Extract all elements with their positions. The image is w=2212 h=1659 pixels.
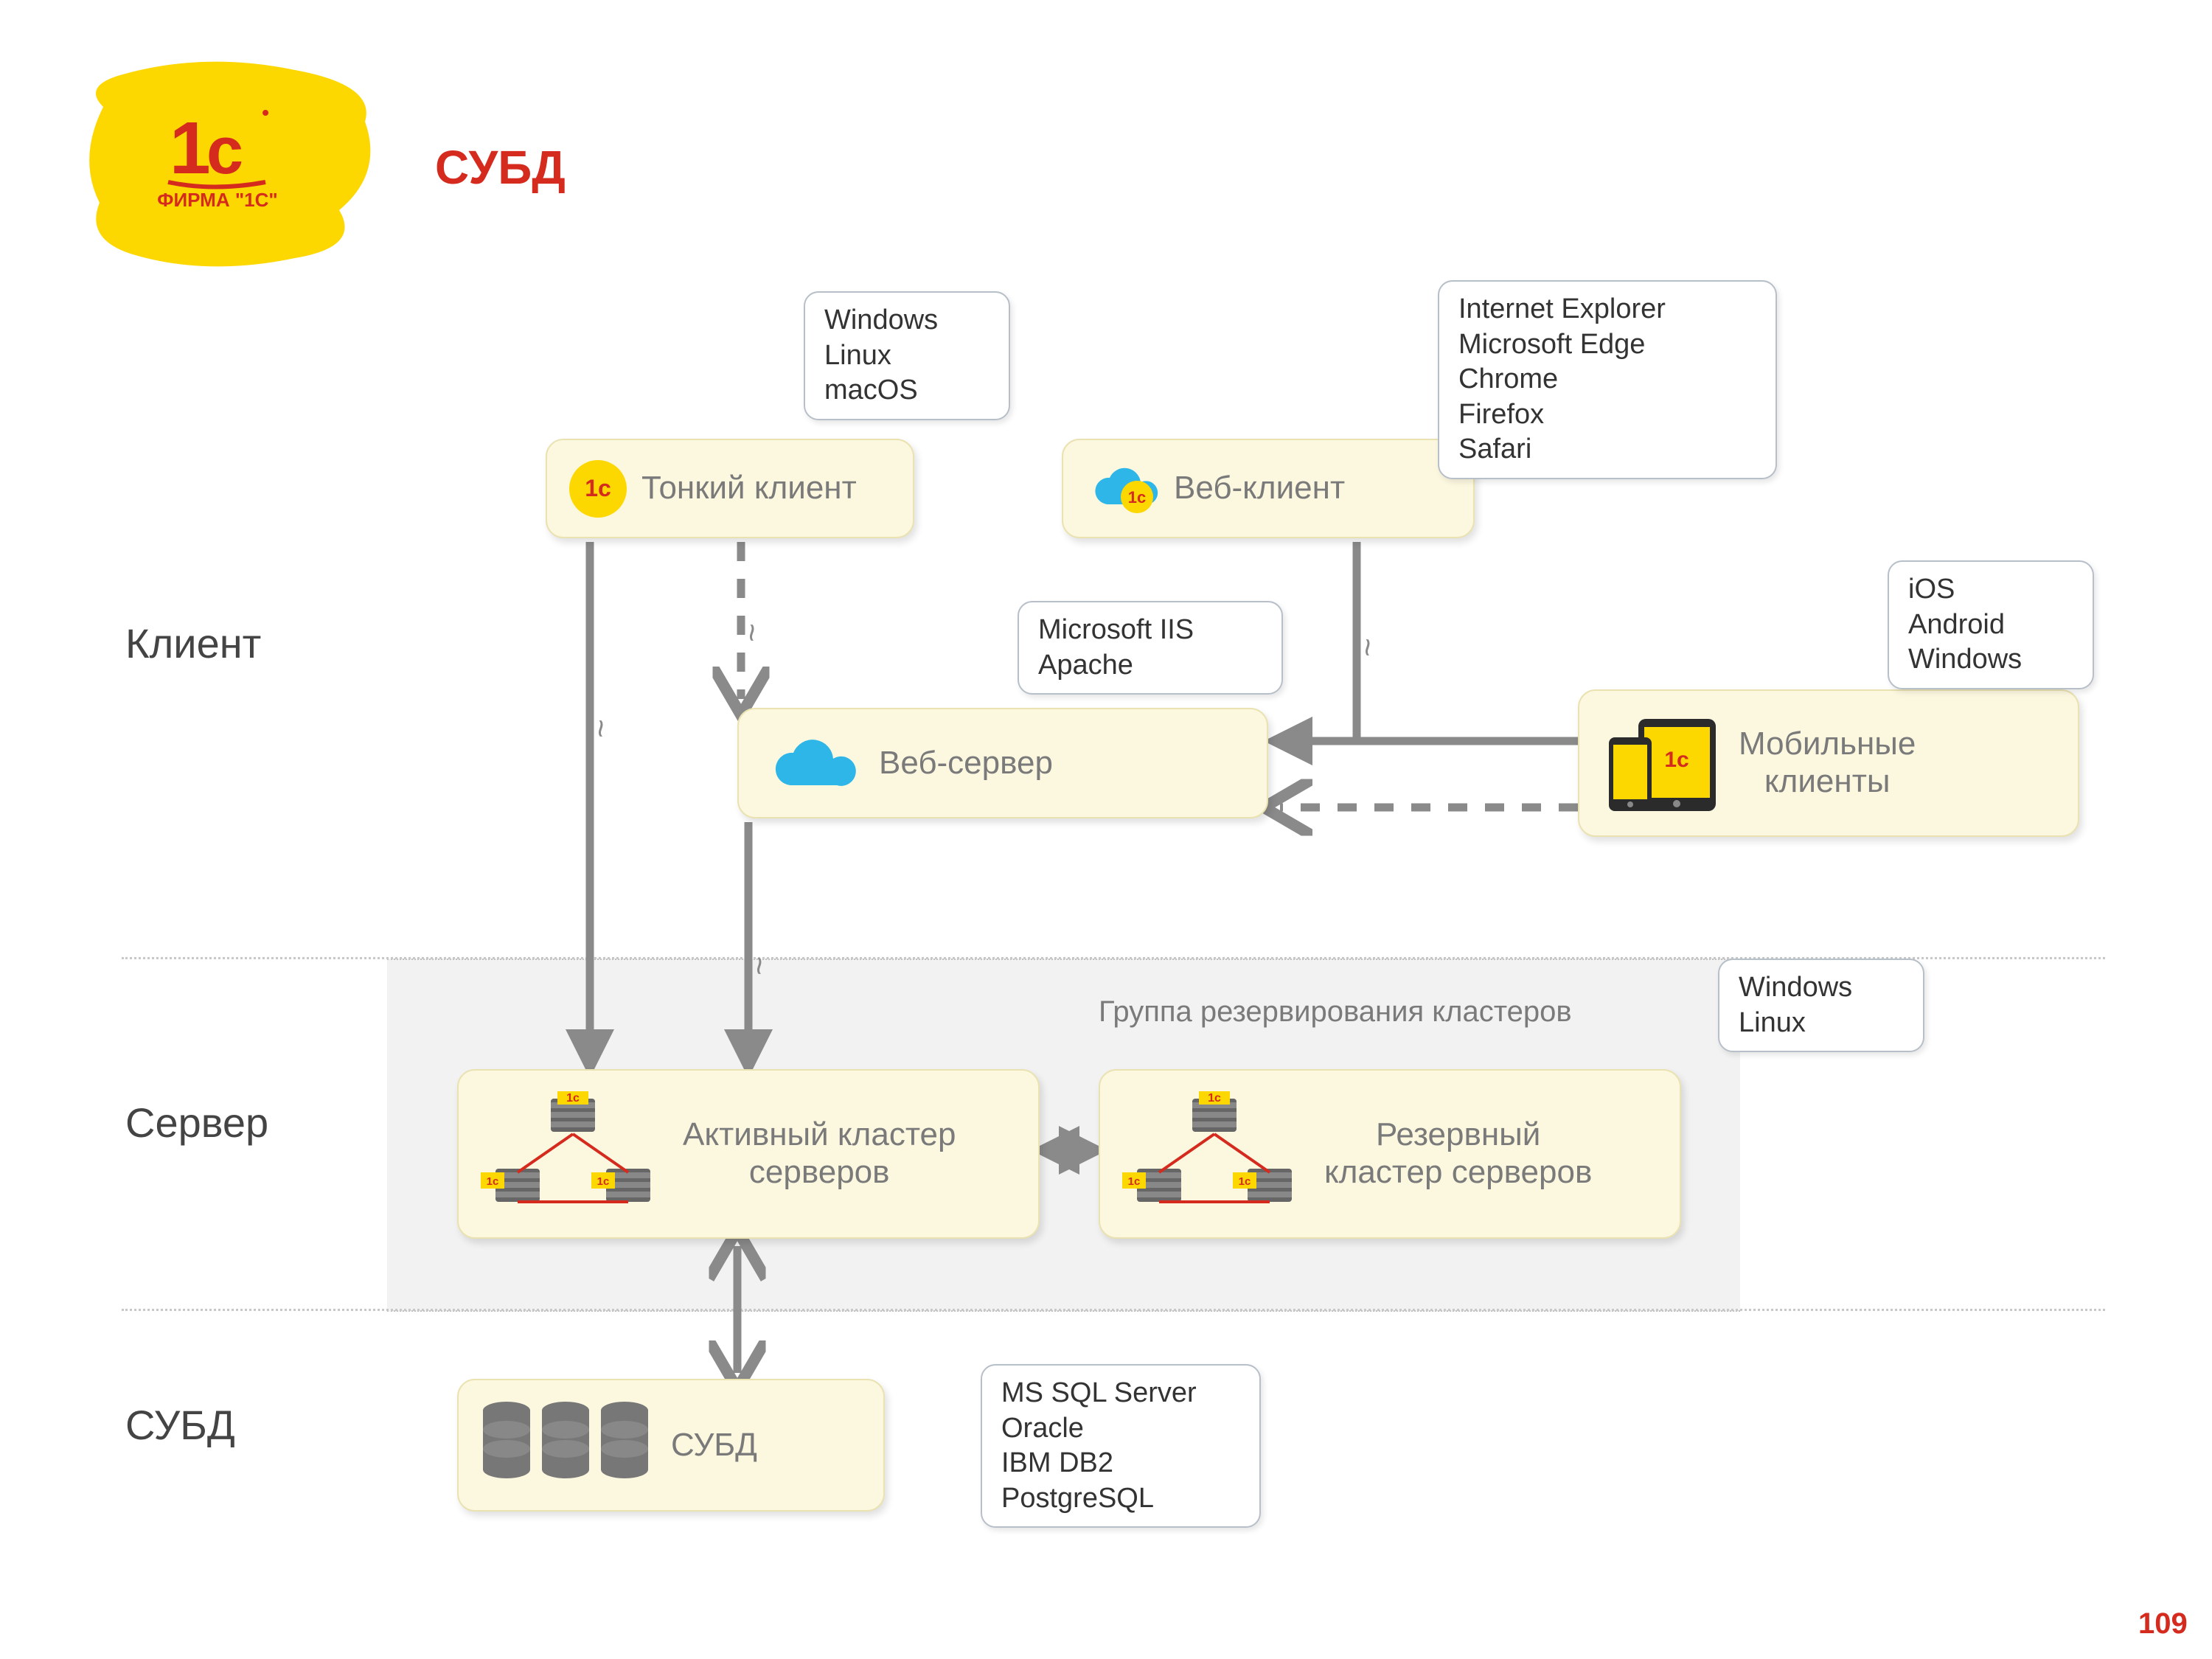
callout-thin-os: Windows Linux macOS [804,291,1010,420]
mobile-clients-icon: 1c [1601,708,1719,818]
page-number: 109 [2138,1607,2188,1641]
divider-bottom [122,1309,2105,1311]
dbms-icon [481,1397,650,1493]
svg-text:~: ~ [1349,638,1385,657]
logo-subtext: ФИРМА "1С" [157,189,277,211]
node-label: СУБД [671,1427,757,1464]
svg-text:1c: 1c [1664,748,1688,772]
svg-text:1c: 1c [1128,1175,1141,1188]
node-mobile-clients: 1c Мобильные клиенты [1578,689,2079,837]
slide-title: СУБД [435,140,566,195]
svg-text:1: 1 [170,107,211,189]
cluster-icon: 1c 1c 1c [1122,1091,1307,1217]
web-client-icon: 1c [1085,460,1159,518]
node-thin-client: 1c Тонкий клиент [546,439,914,538]
svg-text:1c: 1c [1128,488,1146,507]
node-label: Веб-клиент [1174,470,1345,507]
svg-text:~: ~ [734,623,770,642]
svg-text:1c: 1c [1208,1092,1221,1105]
node-label: Тонкий клиент [641,470,857,507]
svg-text:1c: 1c [566,1092,580,1105]
web-server-icon [761,726,864,800]
node-label: Резервный кластер серверов [1324,1116,1592,1191]
callout-browsers: Internet Explorer Microsoft Edge Chrome … [1438,280,1777,479]
node-web-server: Веб-сервер [737,708,1268,818]
node-label: Мобильные клиенты [1739,726,1916,800]
cluster-icon: 1c 1c 1c [481,1091,665,1217]
svg-text:1c: 1c [1239,1175,1251,1188]
node-label: Активный кластер серверов [683,1116,956,1191]
svg-text:~: ~ [582,719,619,738]
svg-text:1c: 1c [487,1175,499,1188]
callout-webservers: Microsoft IIS Apache [1018,601,1283,695]
logo-1c: 1 c ФИРМА "1С" [74,55,383,276]
row-label-client: Клиент [125,619,261,667]
thin-client-icon: 1c [569,460,627,518]
cluster-group-label: Группа резервирования кластеров [1099,995,1572,1029]
svg-text:c: c [206,114,243,188]
node-reserve-cluster: 1c 1c 1c Резервный кластер серверов [1099,1069,1681,1239]
node-label: Веб-сервер [879,745,1053,782]
node-active-cluster: 1c 1c 1c Активный кластер серверов [457,1069,1040,1239]
callout-server-os: Windows Linux [1718,959,1924,1052]
svg-text:1c: 1c [597,1175,610,1188]
node-dbms: СУБД [457,1379,885,1512]
callout-mobile-os: iOS Android Windows [1888,560,2094,689]
row-label-server: Сервер [125,1099,268,1147]
callout-dbms-list: MS SQL Server Oracle IBM DB2 PostgreSQL [981,1364,1261,1528]
node-web-client: 1c Веб-клиент [1062,439,1475,538]
row-label-dbms: СУБД [125,1401,235,1449]
